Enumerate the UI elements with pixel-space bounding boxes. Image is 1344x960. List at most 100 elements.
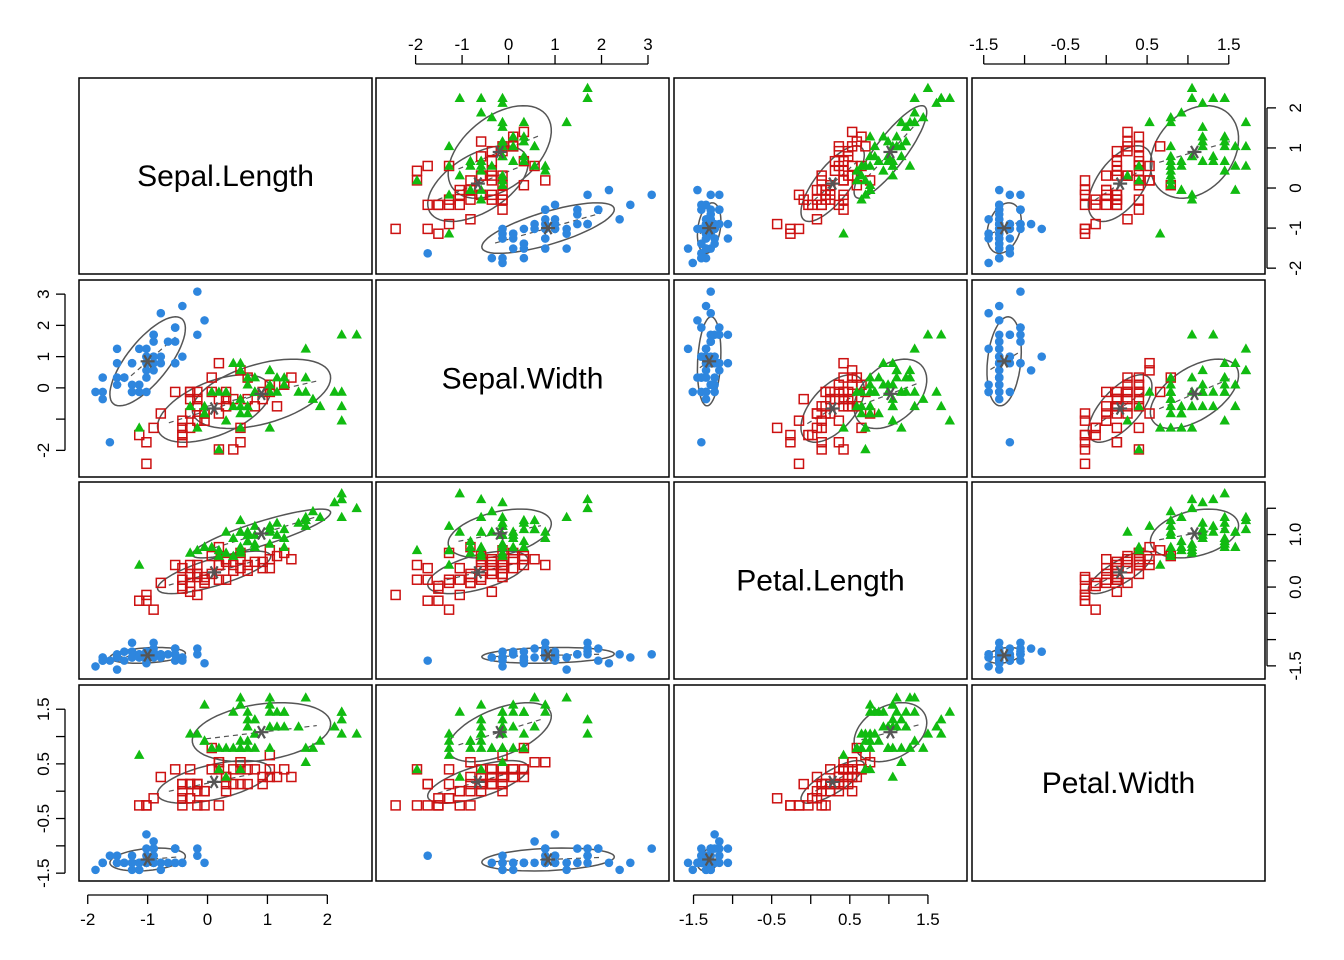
data-point [148, 604, 159, 615]
data-point [336, 706, 347, 716]
data-point [994, 253, 1004, 263]
data-point [149, 851, 158, 860]
data-point [851, 400, 863, 411]
data-point [896, 714, 907, 724]
data-point [193, 287, 202, 296]
data-point [465, 568, 476, 580]
data-point [141, 458, 152, 470]
data-point [793, 189, 805, 201]
data-point [530, 224, 539, 234]
data-point [1100, 568, 1112, 580]
data-point [1219, 136, 1230, 146]
data-point [475, 511, 487, 521]
data-point [706, 210, 716, 219]
data-point [1122, 577, 1133, 589]
data-point [1079, 429, 1091, 441]
data-point [793, 223, 805, 235]
data-point [497, 179, 508, 190]
data-point [562, 665, 571, 674]
data-point [540, 756, 551, 768]
data-point [550, 830, 560, 839]
data-point [1219, 140, 1230, 151]
data-point [540, 532, 551, 543]
data-point [803, 429, 814, 441]
data-point [465, 742, 476, 752]
data-point [149, 837, 158, 846]
data-point [887, 771, 898, 781]
data-point [213, 800, 225, 811]
data-point [1197, 496, 1208, 507]
data-point [873, 372, 884, 382]
data-point [994, 373, 1004, 382]
data-point [127, 865, 137, 875]
data-point [498, 653, 507, 662]
data-point [647, 844, 657, 853]
data-point [1100, 189, 1112, 201]
data-point [1016, 323, 1025, 332]
data-point [701, 394, 711, 404]
data-point [909, 735, 920, 745]
mean-asterisk [885, 387, 895, 401]
data-point [271, 721, 283, 731]
data-point [411, 574, 423, 585]
data-point [507, 764, 519, 775]
data-point [242, 778, 253, 790]
data-point [562, 229, 571, 239]
data-point [518, 535, 530, 546]
data-point [249, 742, 261, 752]
data-point [177, 800, 188, 811]
data-point [540, 699, 551, 709]
data-point [497, 559, 508, 571]
data-point [904, 364, 916, 375]
tick-label: 0 [203, 910, 212, 929]
data-point [922, 329, 934, 339]
data-point [141, 436, 152, 448]
data-point [242, 735, 253, 745]
data-point [134, 865, 144, 875]
variable-label: Petal.Width [1042, 767, 1195, 800]
data-point [228, 357, 239, 367]
data-point [909, 692, 920, 702]
data-point [583, 858, 592, 868]
data-point [422, 800, 433, 811]
data-point [169, 386, 181, 398]
data-point [1165, 160, 1176, 170]
data-point [1133, 556, 1145, 568]
data-point [706, 337, 716, 346]
data-point [1230, 184, 1241, 194]
data-point [1111, 386, 1123, 398]
data-point [1197, 136, 1208, 146]
data-point [142, 387, 151, 397]
data-point [891, 131, 902, 141]
data-point [994, 301, 1004, 311]
data-point [869, 140, 881, 151]
data-point [1165, 529, 1176, 539]
panel-frame [673, 481, 968, 680]
data-point [1230, 160, 1241, 170]
panel-frames [78, 77, 1266, 882]
data-point [235, 526, 246, 536]
data-point [1165, 407, 1176, 418]
data-point [1090, 580, 1101, 592]
panel-frame [971, 279, 1266, 478]
data-point [220, 526, 232, 536]
data-point [1197, 532, 1208, 543]
data-point [529, 756, 540, 768]
data-point [336, 714, 347, 724]
data-point [170, 323, 180, 332]
data-point [931, 386, 942, 396]
data-point [105, 656, 115, 665]
data-point [1111, 165, 1123, 177]
data-point [433, 793, 444, 804]
data-point [693, 185, 702, 195]
data-point [307, 393, 319, 403]
data-point [1165, 140, 1176, 151]
mean-asterisk [1115, 176, 1125, 191]
data-point [264, 764, 276, 775]
data-point [163, 858, 173, 868]
data-point [518, 136, 530, 146]
correlation-ellipse [109, 847, 187, 872]
data-point [1122, 556, 1133, 568]
data-point [112, 380, 122, 390]
data-point [475, 763, 487, 774]
